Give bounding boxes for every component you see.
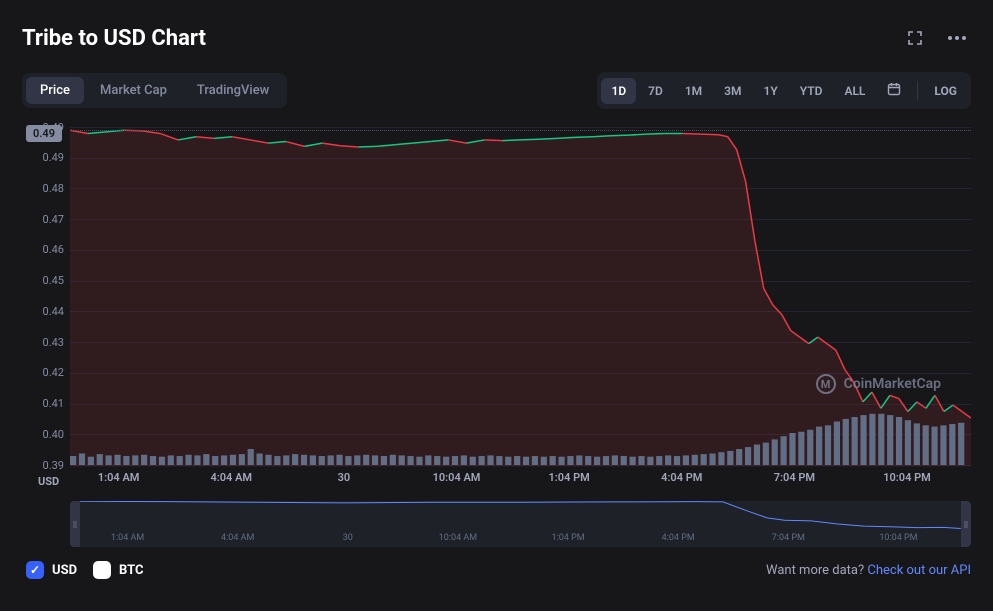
x-tick: 1:04 PM — [549, 471, 590, 484]
range-3m[interactable]: 3M — [714, 78, 751, 104]
minimap-chart — [80, 501, 961, 533]
currency-toggle-usd[interactable]: USD — [26, 561, 77, 579]
range-7d[interactable]: 7D — [638, 78, 673, 104]
footer: USD BTC Want more data? Check out our API — [22, 557, 971, 579]
more-icon[interactable] — [943, 24, 971, 52]
fullscreen-icon[interactable] — [901, 24, 929, 52]
watermark-text: CoinMarketCap — [844, 376, 941, 392]
range-ytd[interactable]: YTD — [790, 78, 833, 104]
time-range-group: 1D7D1M3M1YYTDALL LOG — [597, 72, 971, 109]
api-prompt-text: Want more data? — [766, 563, 867, 578]
tab-market-cap[interactable]: Market Cap — [86, 77, 181, 104]
x-tick: 10:04 AM — [433, 471, 481, 484]
currency-toggle-btc[interactable]: BTC — [93, 561, 144, 579]
minimap[interactable]: || 1:04 AM 4:04 AM 30 10:04 AM 1:04 PM 4:04 P… — [70, 501, 971, 547]
range-all[interactable]: ALL — [834, 78, 875, 104]
minimap-xaxis: 1:04 AM 4:04 AM 30 10:04 AM 1:04 PM 4:04 PM 7:… — [80, 533, 961, 547]
volume-chart — [70, 401, 967, 465]
x-tick: 1:04 AM — [98, 471, 140, 484]
minimap-x-tick: 1:04 AM — [111, 533, 144, 543]
minimap-x-tick: 10:04 PM — [879, 533, 917, 543]
minimap-x-tick: 30 — [343, 533, 353, 543]
currency-label: BTC — [119, 563, 144, 578]
minimap-x-tick: 4:04 AM — [221, 533, 254, 543]
y-unit-label: USD — [38, 475, 59, 488]
header: Tribe to USD Chart — [22, 24, 971, 52]
chart-type-tabs: PriceMarket CapTradingView — [22, 73, 287, 108]
range-1y[interactable]: 1Y — [754, 78, 788, 104]
x-tick: 4:04 PM — [661, 471, 702, 484]
y-current-badge: 0.49 — [26, 125, 62, 142]
range-separator — [917, 81, 918, 101]
tab-tradingview[interactable]: TradingView — [183, 77, 283, 104]
x-tick: 10:04 PM — [883, 471, 931, 484]
x-tick: 7:04 PM — [774, 471, 815, 484]
watermark-logo-icon: M — [816, 374, 836, 394]
minimap-handle-right[interactable]: || — [961, 501, 971, 547]
watermark: M CoinMarketCap — [816, 374, 941, 394]
range-1m[interactable]: 1M — [675, 78, 712, 104]
api-link[interactable]: Check out our API — [867, 563, 971, 578]
currency-label: USD — [52, 563, 77, 578]
header-actions — [901, 24, 971, 52]
calendar-icon[interactable] — [877, 76, 911, 105]
reference-line — [70, 130, 971, 131]
x-tick: 30 — [338, 471, 351, 484]
chart-container: Tribe to USD Chart PriceMarket CapTradin… — [0, 0, 993, 587]
checkbox-icon — [26, 561, 44, 579]
minimap-x-tick: 7:04 PM — [772, 533, 805, 543]
x-tick: 4:04 AM — [210, 471, 252, 484]
chart-area: 0.49 0.490.490.480.470.460.450.440.430.4… — [22, 127, 971, 495]
range-1d[interactable]: 1D — [601, 78, 636, 104]
tab-price[interactable]: Price — [26, 77, 84, 104]
minimap-handle-left[interactable]: || — [70, 501, 80, 547]
y-axis: 0.490.490.480.470.460.450.440.430.420.41… — [22, 127, 70, 465]
x-axis: 1:04 AM 4:04 AM 30 10:04 AM 1:04 PM 4:04 PM 7:… — [70, 465, 971, 495]
minimap-x-tick: 1:04 PM — [552, 533, 585, 543]
currency-toggles: USD BTC — [26, 561, 144, 579]
minimap-x-tick: 4:04 PM — [662, 533, 695, 543]
checkbox-icon — [93, 561, 111, 579]
log-toggle[interactable]: LOG — [924, 78, 967, 104]
page-title: Tribe to USD Chart — [22, 26, 206, 51]
api-prompt: Want more data? Check out our API — [766, 563, 971, 578]
controls-row: PriceMarket CapTradingView 1D7D1M3M1YYTD… — [22, 72, 971, 109]
minimap-x-tick: 10:04 AM — [439, 533, 477, 543]
